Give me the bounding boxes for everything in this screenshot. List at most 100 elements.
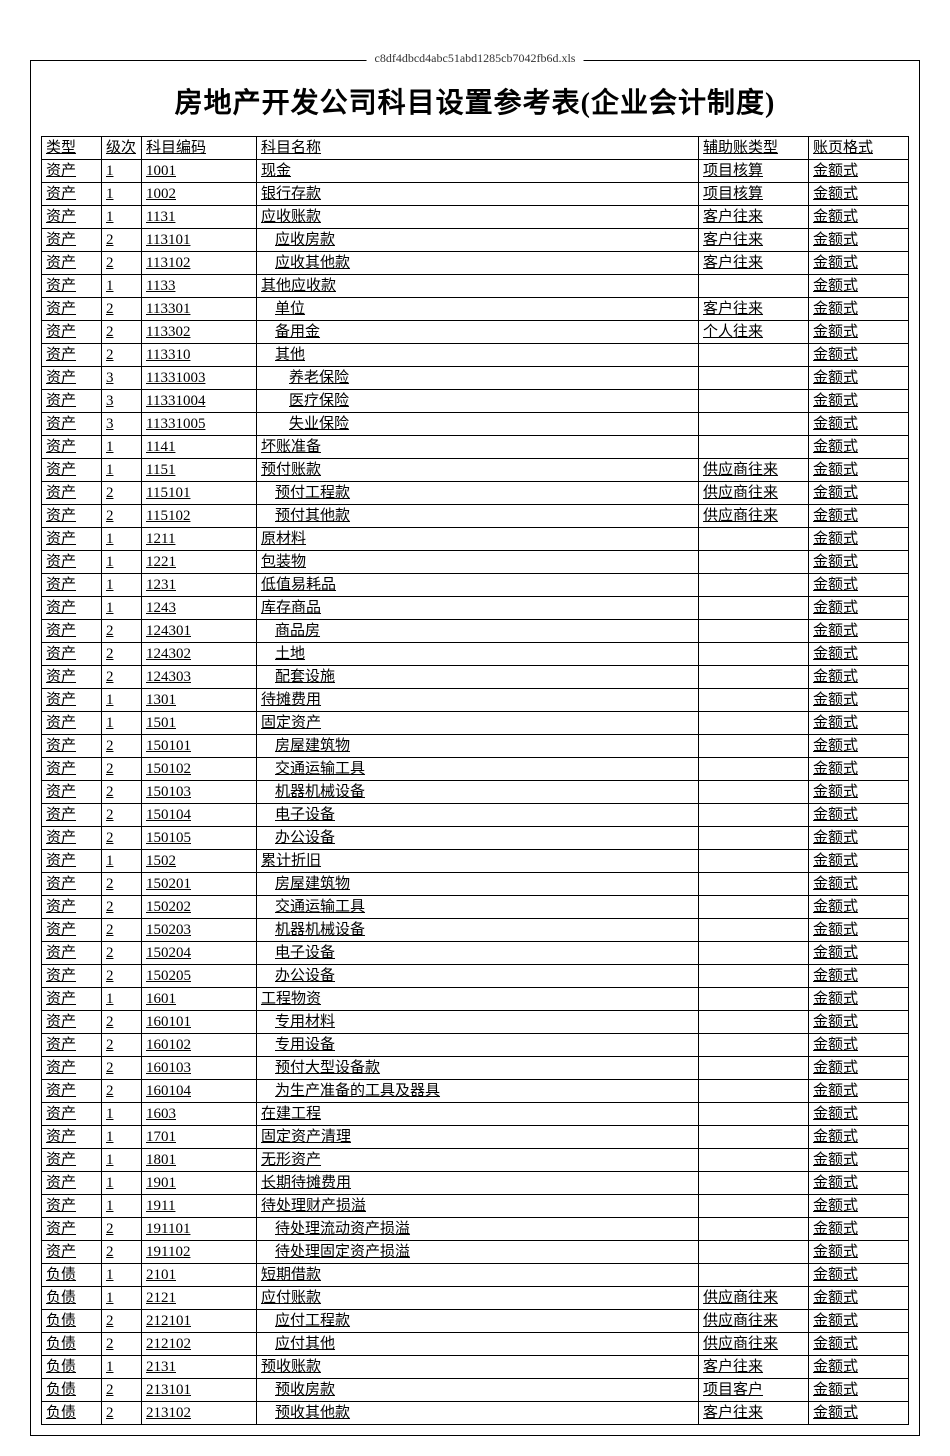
cell-name: 商品房	[257, 620, 699, 643]
cell-code: 11331005	[142, 413, 257, 436]
cell-type: 资产	[42, 252, 102, 275]
cell-aux	[699, 1103, 809, 1126]
cell-name: 办公设备	[257, 965, 699, 988]
cell-code: 1502	[142, 850, 257, 873]
cell-level: 1	[102, 1195, 142, 1218]
cell-name: 预收其他款	[257, 1402, 699, 1425]
cell-aux	[699, 1218, 809, 1241]
cell-level: 2	[102, 252, 142, 275]
cell-type: 资产	[42, 666, 102, 689]
cell-level: 2	[102, 1241, 142, 1264]
cell-type: 资产	[42, 1126, 102, 1149]
cell-aux	[699, 551, 809, 574]
table-row: 资产2150204电子设备金额式	[42, 942, 909, 965]
cell-name: 应付工程款	[257, 1310, 699, 1333]
cell-page: 金额式	[809, 965, 909, 988]
cell-page: 金额式	[809, 781, 909, 804]
cell-type: 资产	[42, 735, 102, 758]
cell-level: 1	[102, 206, 142, 229]
cell-code: 11331003	[142, 367, 257, 390]
cell-code: 1501	[142, 712, 257, 735]
cell-level: 3	[102, 367, 142, 390]
table-row: 资产11801无形资产金额式	[42, 1149, 909, 1172]
cell-aux	[699, 942, 809, 965]
cell-type: 资产	[42, 919, 102, 942]
cell-aux: 供应商往来	[699, 459, 809, 482]
cell-name: 应付账款	[257, 1287, 699, 1310]
table-row: 资产11901长期待摊费用金额式	[42, 1172, 909, 1195]
cell-aux	[699, 367, 809, 390]
cell-page: 金额式	[809, 1149, 909, 1172]
cell-level: 1	[102, 850, 142, 873]
cell-code: 1131	[142, 206, 257, 229]
cell-aux: 客户往来	[699, 206, 809, 229]
cell-name: 机器机械设备	[257, 781, 699, 804]
table-row: 资产2160101专用材料金额式	[42, 1011, 909, 1034]
cell-type: 资产	[42, 1241, 102, 1264]
cell-aux	[699, 1080, 809, 1103]
cell-page: 金额式	[809, 643, 909, 666]
table-row: 资产2113301单位客户往来金额式	[42, 298, 909, 321]
cell-type: 资产	[42, 1034, 102, 1057]
cell-level: 1	[102, 459, 142, 482]
cell-type: 资产	[42, 183, 102, 206]
cell-aux	[699, 804, 809, 827]
table-row: 资产2150103机器机械设备金额式	[42, 781, 909, 804]
cell-code: 160103	[142, 1057, 257, 1080]
cell-page: 金额式	[809, 252, 909, 275]
cell-page: 金额式	[809, 298, 909, 321]
cell-code: 113301	[142, 298, 257, 321]
table-row: 资产2113302备用金个人往来金额式	[42, 321, 909, 344]
cell-level: 2	[102, 804, 142, 827]
cell-code: 191101	[142, 1218, 257, 1241]
cell-type: 资产	[42, 643, 102, 666]
cell-type: 资产	[42, 482, 102, 505]
cell-level: 2	[102, 873, 142, 896]
cell-type: 资产	[42, 1103, 102, 1126]
cell-level: 1	[102, 1149, 142, 1172]
cell-name: 预付大型设备款	[257, 1057, 699, 1080]
cell-code: 1151	[142, 459, 257, 482]
table-row: 资产11701固定资产清理金额式	[42, 1126, 909, 1149]
table-row: 资产2160103预付大型设备款金额式	[42, 1057, 909, 1080]
table-row: 资产2113101应收房款客户往来金额式	[42, 229, 909, 252]
cell-level: 2	[102, 896, 142, 919]
cell-type: 负债	[42, 1356, 102, 1379]
cell-level: 3	[102, 390, 142, 413]
cell-aux: 供应商往来	[699, 1333, 809, 1356]
cell-level: 1	[102, 1172, 142, 1195]
table-row: 资产11603在建工程金额式	[42, 1103, 909, 1126]
table-row: 资产11231低值易耗品金额式	[42, 574, 909, 597]
cell-name: 失业保险	[257, 413, 699, 436]
cell-type: 资产	[42, 275, 102, 298]
table-row: 资产2150205办公设备金额式	[42, 965, 909, 988]
cell-aux	[699, 758, 809, 781]
cell-type: 资产	[42, 344, 102, 367]
cell-name: 应收账款	[257, 206, 699, 229]
cell-level: 1	[102, 183, 142, 206]
cell-name: 养老保险	[257, 367, 699, 390]
cell-level: 2	[102, 482, 142, 505]
table-row: 资产311331005失业保险金额式	[42, 413, 909, 436]
table-row: 资产2191101待处理流动资产损溢金额式	[42, 1218, 909, 1241]
cell-name: 库存商品	[257, 597, 699, 620]
cell-name: 坏账准备	[257, 436, 699, 459]
table-row: 资产2115101预付工程款供应商往来金额式	[42, 482, 909, 505]
cell-page: 金额式	[809, 735, 909, 758]
cell-name: 交通运输工具	[257, 758, 699, 781]
cell-code: 160101	[142, 1011, 257, 1034]
cell-level: 1	[102, 1287, 142, 1310]
cell-type: 资产	[42, 574, 102, 597]
cell-code: 150202	[142, 896, 257, 919]
table-row: 资产11501固定资产金额式	[42, 712, 909, 735]
cell-page: 金额式	[809, 1057, 909, 1080]
cell-type: 负债	[42, 1379, 102, 1402]
cell-code: 1243	[142, 597, 257, 620]
cell-name: 预付工程款	[257, 482, 699, 505]
cell-name: 银行存款	[257, 183, 699, 206]
cell-name: 在建工程	[257, 1103, 699, 1126]
cell-level: 1	[102, 1264, 142, 1287]
cell-type: 资产	[42, 965, 102, 988]
cell-type: 资产	[42, 206, 102, 229]
cell-type: 资产	[42, 896, 102, 919]
